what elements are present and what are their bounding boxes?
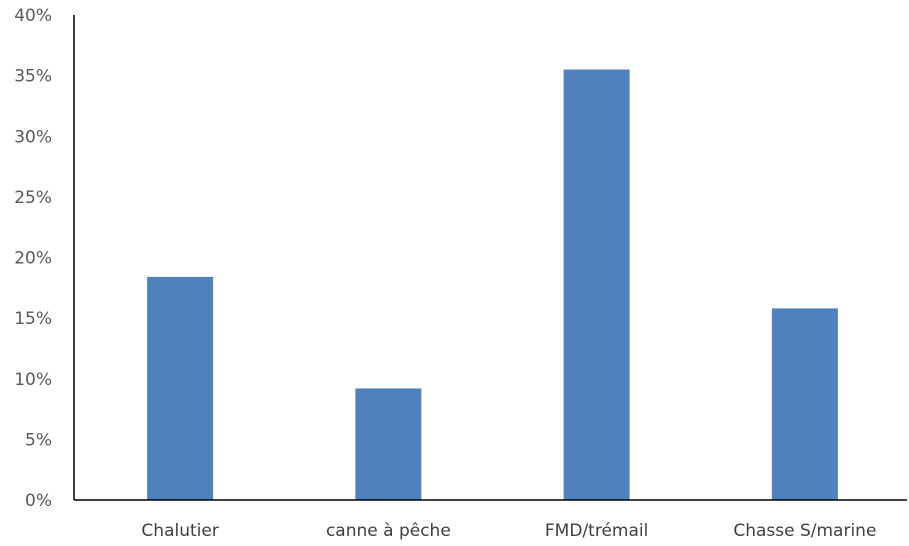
bar [771, 308, 838, 500]
y-tick-label: 40% [14, 6, 52, 26]
y-tick-label: 30% [14, 127, 52, 147]
y-tick-label: 5% [25, 430, 52, 450]
x-category-label: FMD/trémail [545, 521, 648, 541]
y-tick-label: 15% [14, 309, 52, 329]
bar [147, 276, 214, 500]
y-axis-tick-labels: 0% 5% 10% 15% 20% 25% 30% 35% 40% [14, 6, 52, 511]
x-category-label: canne à pêche [326, 521, 451, 541]
y-tick-label: 20% [14, 249, 52, 269]
x-category-label: Chalutier [141, 521, 218, 541]
bar [563, 69, 630, 500]
x-category-label: Chasse S/marine [733, 521, 876, 541]
y-tick-label: 35% [14, 67, 52, 87]
x-axis-category-labels: Chalutier canne à pêche FMD/trémail Chasse … [141, 521, 876, 541]
y-tick-label: 0% [25, 491, 52, 511]
bar [355, 388, 422, 500]
bar-group [147, 69, 838, 500]
y-tick-label: 10% [14, 370, 52, 390]
y-tick-label: 25% [14, 188, 52, 208]
